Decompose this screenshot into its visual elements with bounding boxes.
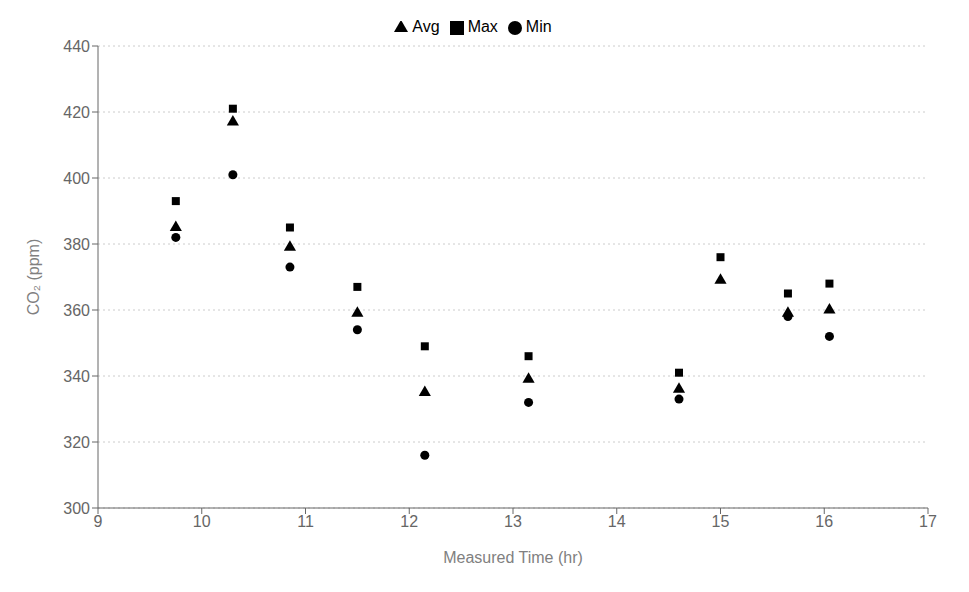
svg-text:360: 360	[63, 302, 90, 319]
svg-text:9: 9	[94, 513, 103, 530]
svg-text:15: 15	[712, 513, 730, 530]
svg-text:Measured Time (hr): Measured Time (hr)	[443, 549, 583, 566]
html-text:Max: Max	[467, 18, 498, 35]
svg-text:14: 14	[608, 513, 626, 530]
svg-text:CO₂ (ppm): CO₂ (ppm)	[25, 239, 42, 315]
html-text:Min: Min	[525, 18, 552, 35]
svg-text:10: 10	[193, 513, 211, 530]
svg-text:340: 340	[63, 368, 90, 385]
svg-text:380: 380	[63, 236, 90, 253]
svg-text:12: 12	[400, 513, 418, 530]
svg-text:440: 440	[63, 38, 90, 55]
html-text:Avg: Avg	[412, 18, 440, 35]
svg-text:300: 300	[63, 500, 90, 517]
svg-text:17: 17	[919, 513, 937, 530]
svg-text:400: 400	[63, 170, 90, 187]
svg-text:11: 11	[297, 513, 314, 530]
svg-text:13: 13	[504, 513, 522, 530]
svg-text:420: 420	[63, 104, 90, 121]
svg-text:320: 320	[63, 434, 90, 451]
svg-text:16: 16	[815, 513, 833, 530]
